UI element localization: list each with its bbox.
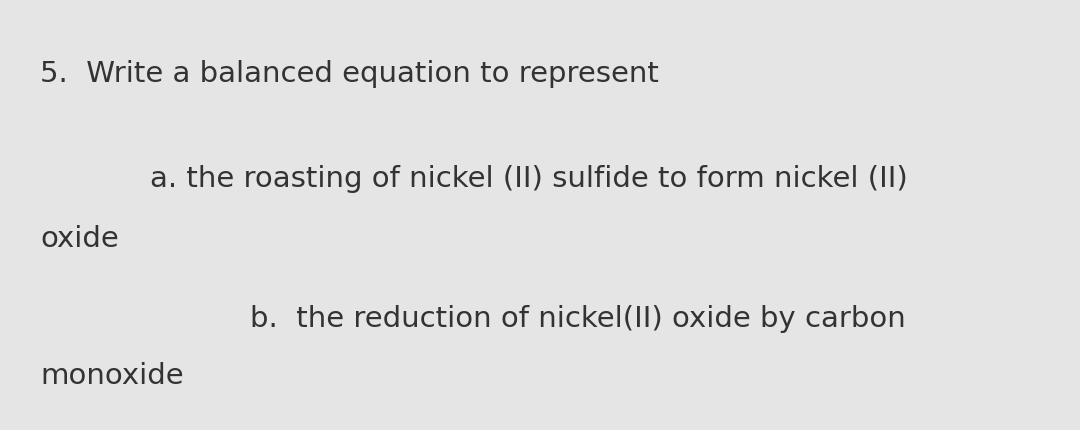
Text: 5.  Write a balanced equation to represent: 5. Write a balanced equation to represen… xyxy=(40,60,659,88)
Text: a. the roasting of nickel (II) sulfide to form nickel (II): a. the roasting of nickel (II) sulfide t… xyxy=(150,165,908,193)
Text: monoxide: monoxide xyxy=(40,361,184,389)
Text: b.  the reduction of nickel(II) oxide by carbon: b. the reduction of nickel(II) oxide by … xyxy=(249,304,906,332)
Text: oxide: oxide xyxy=(40,224,119,252)
